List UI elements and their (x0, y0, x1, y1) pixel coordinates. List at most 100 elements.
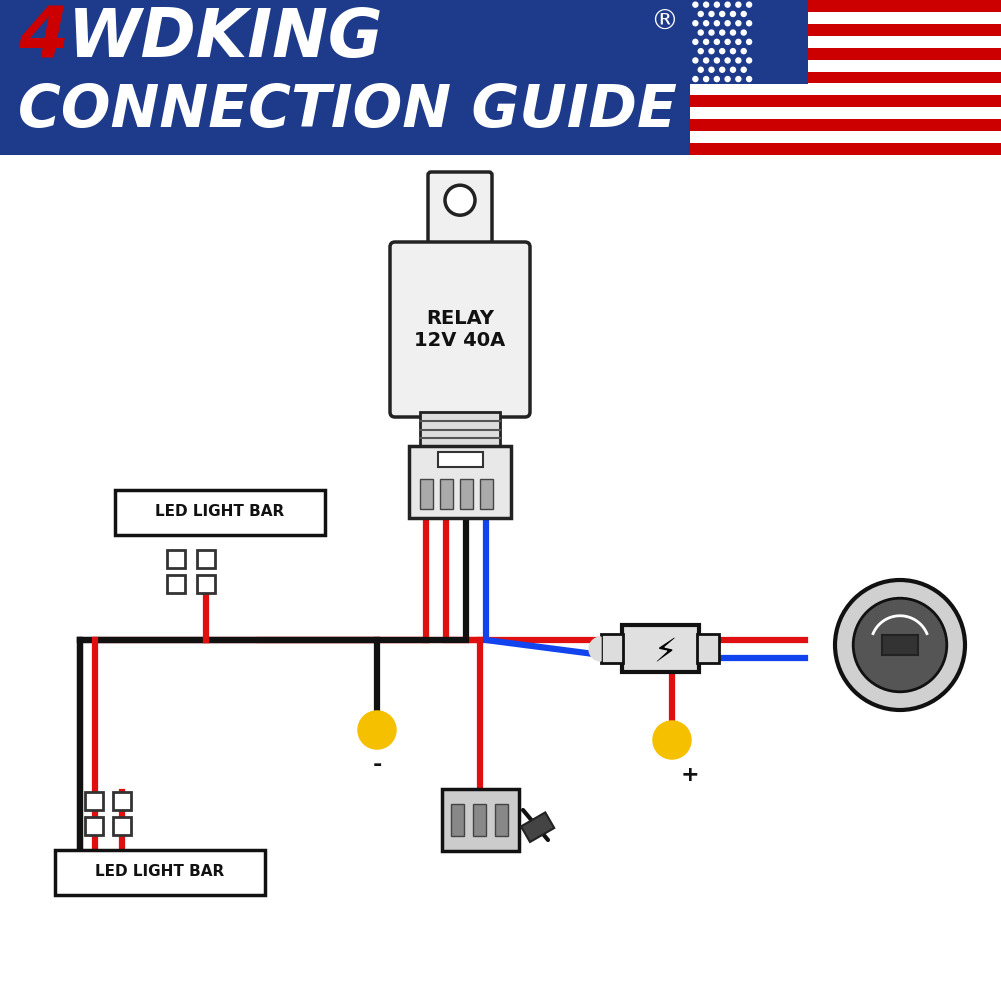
Bar (55, 850, 265, 895)
Circle shape (747, 21, 752, 26)
Bar (690, 36, 1001, 48)
Circle shape (715, 21, 720, 26)
Bar (690, 83, 1001, 95)
Text: ⚡: ⚡ (654, 636, 677, 669)
FancyBboxPatch shape (442, 789, 519, 851)
Text: RELAY
12V 40A: RELAY 12V 40A (414, 309, 506, 350)
Circle shape (736, 76, 741, 81)
Circle shape (731, 30, 736, 35)
Circle shape (741, 49, 746, 54)
Bar (690, 143, 1001, 155)
Circle shape (725, 2, 730, 7)
Text: 4: 4 (18, 3, 68, 72)
Circle shape (693, 39, 698, 44)
Circle shape (715, 2, 720, 7)
Circle shape (741, 30, 746, 35)
FancyBboxPatch shape (390, 242, 530, 417)
Polygon shape (589, 637, 601, 661)
Circle shape (731, 11, 736, 16)
Bar (480, 479, 493, 509)
Circle shape (736, 21, 741, 26)
Bar (690, 131, 1001, 143)
Circle shape (835, 580, 965, 710)
Text: LED LIGHT BAR: LED LIGHT BAR (155, 505, 284, 520)
Circle shape (731, 67, 736, 72)
Circle shape (699, 49, 704, 54)
Bar (690, 0, 808, 84)
Bar (495, 804, 508, 836)
Bar (85, 792, 103, 810)
Circle shape (725, 76, 730, 81)
Circle shape (736, 2, 741, 7)
Circle shape (709, 30, 714, 35)
Circle shape (704, 39, 709, 44)
Circle shape (709, 49, 714, 54)
Text: WDKING: WDKING (68, 5, 383, 71)
Circle shape (720, 67, 725, 72)
Circle shape (709, 11, 714, 16)
Circle shape (654, 722, 690, 758)
Circle shape (725, 21, 730, 26)
Circle shape (709, 67, 714, 72)
Bar (473, 804, 486, 836)
Circle shape (693, 76, 698, 81)
Bar (690, 24, 1001, 36)
Bar (0, 0, 1001, 155)
Bar (113, 817, 131, 835)
Circle shape (699, 67, 704, 72)
Bar (197, 575, 215, 593)
Bar (697, 634, 719, 663)
Bar (690, 107, 1001, 119)
Circle shape (747, 76, 752, 81)
Circle shape (699, 11, 704, 16)
Circle shape (725, 39, 730, 44)
Circle shape (720, 11, 725, 16)
FancyBboxPatch shape (622, 625, 699, 672)
FancyBboxPatch shape (428, 172, 492, 250)
Circle shape (704, 21, 709, 26)
Text: ®: ® (650, 8, 678, 36)
Circle shape (715, 39, 720, 44)
Circle shape (747, 39, 752, 44)
Bar (420, 412, 500, 447)
Bar (167, 550, 185, 568)
Circle shape (704, 76, 709, 81)
Text: LED LIGHT BAR: LED LIGHT BAR (95, 865, 224, 880)
Circle shape (699, 30, 704, 35)
Circle shape (693, 58, 698, 63)
Bar (690, 12, 1001, 24)
Circle shape (704, 58, 709, 63)
Bar (420, 479, 433, 509)
Bar (601, 634, 623, 663)
Circle shape (736, 39, 741, 44)
Circle shape (445, 185, 475, 215)
Circle shape (853, 599, 947, 692)
Circle shape (731, 49, 736, 54)
Circle shape (359, 712, 395, 748)
Bar (521, 813, 555, 842)
Bar (113, 792, 131, 810)
Bar (440, 479, 453, 509)
Bar (690, 48, 1001, 60)
Circle shape (715, 58, 720, 63)
Bar (438, 452, 483, 467)
Circle shape (736, 58, 741, 63)
Bar (690, 60, 1001, 71)
Circle shape (715, 76, 720, 81)
Bar (690, 95, 1001, 107)
Circle shape (720, 49, 725, 54)
Circle shape (747, 58, 752, 63)
Bar (690, 71, 1001, 83)
Bar (451, 804, 464, 836)
Circle shape (720, 30, 725, 35)
Bar (460, 479, 473, 509)
FancyBboxPatch shape (409, 446, 511, 518)
Circle shape (741, 11, 746, 16)
Bar (85, 817, 103, 835)
Circle shape (704, 2, 709, 7)
Bar (115, 490, 325, 535)
Bar (882, 635, 918, 655)
Bar (167, 575, 185, 593)
Text: +: + (681, 765, 700, 785)
Circle shape (725, 58, 730, 63)
